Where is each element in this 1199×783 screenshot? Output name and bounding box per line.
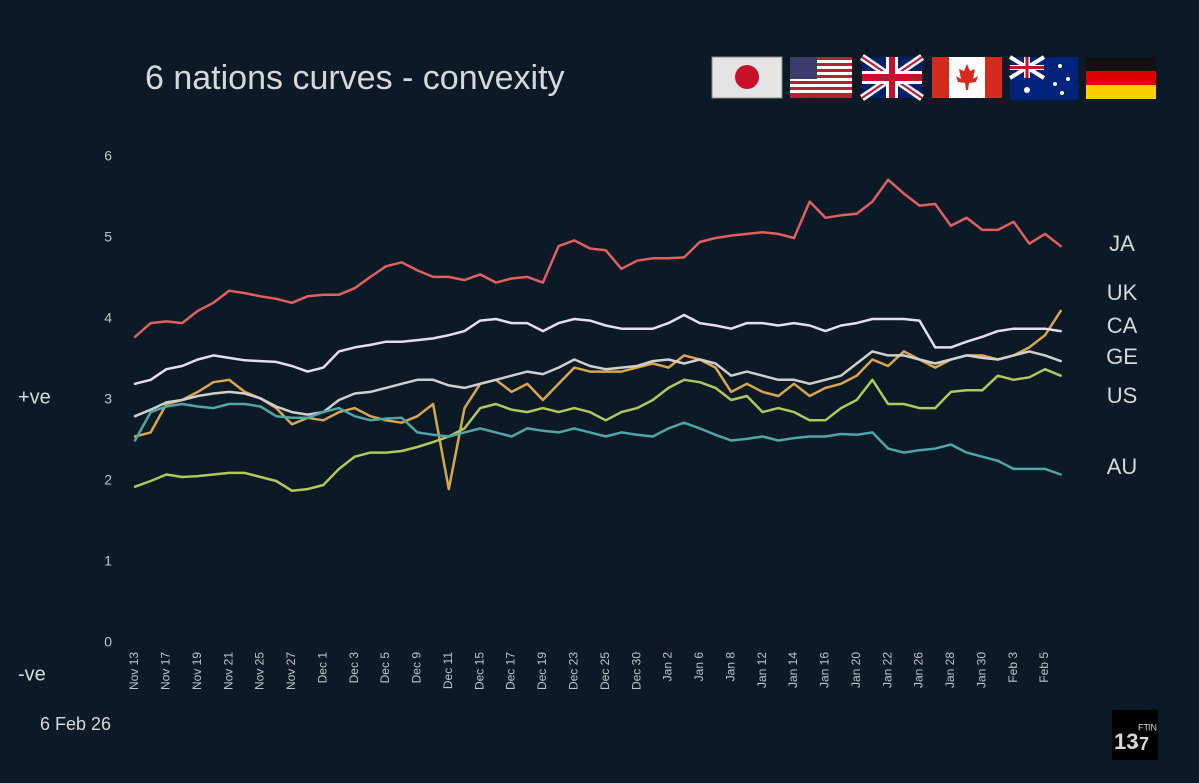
flags xyxy=(711,54,1156,101)
line xyxy=(133,350,1062,418)
legend-label: JA xyxy=(1109,231,1135,256)
legend-label: US xyxy=(1107,383,1138,408)
x-tick-label: Dec 11 xyxy=(441,652,455,689)
flag-canada-band xyxy=(985,57,1002,98)
legend-label: GE xyxy=(1106,344,1138,369)
line xyxy=(133,309,1062,491)
legend-label: CA xyxy=(1107,313,1138,338)
x-tick-label: Nov 17 xyxy=(159,652,173,690)
x-tick-label: Jan 28 xyxy=(943,652,957,688)
x-tick-label: Dec 15 xyxy=(472,652,486,690)
flag-uk-cross xyxy=(860,54,924,101)
logo-text: -7 xyxy=(1133,734,1149,754)
flag-germany xyxy=(1086,57,1156,71)
flag-germany xyxy=(1086,85,1156,99)
flag-usa-stripes xyxy=(790,60,852,93)
y-tick-label: 5 xyxy=(104,229,112,245)
x-tick-label: Jan 20 xyxy=(849,652,863,688)
flag-canada-band xyxy=(932,57,949,98)
x-tick-label: Jan 14 xyxy=(786,652,800,688)
x-tick-label: Nov 25 xyxy=(253,652,267,690)
x-tick-label: Dec 19 xyxy=(535,652,549,690)
logo-text: 13 xyxy=(1114,729,1138,754)
line xyxy=(133,313,1062,386)
x-tick-label: Jan 30 xyxy=(974,652,988,688)
line xyxy=(133,367,1062,492)
x-tick-label: Dec 25 xyxy=(598,652,612,690)
line xyxy=(133,178,1062,339)
y-tick-label: 0 xyxy=(104,634,112,650)
logo-text: IN xyxy=(1148,722,1157,732)
date-label: 6 Feb 26 xyxy=(40,714,111,734)
y-tick-label: 2 xyxy=(104,472,112,488)
annotation: +ve xyxy=(18,386,51,408)
flag-germany xyxy=(1086,71,1156,85)
flag-australia-jack xyxy=(1008,55,1070,95)
x-tick-label: Nov 21 xyxy=(221,652,235,690)
x-tick-label: Jan 12 xyxy=(755,652,769,688)
x-tick-label: Dec 23 xyxy=(566,652,580,690)
x-tick-label: Nov 27 xyxy=(284,652,298,690)
x-tick-label: Feb 3 xyxy=(1006,652,1020,683)
x-tick-label: Jan 16 xyxy=(818,652,832,688)
legend-label: UK xyxy=(1107,280,1138,305)
x-tick-label: Jan 6 xyxy=(692,652,706,682)
x-tick-label: Nov 13 xyxy=(127,652,141,690)
line xyxy=(133,402,1062,476)
x-tick-label: Dec 5 xyxy=(378,652,392,684)
x-tick-label: Nov 19 xyxy=(190,652,204,690)
y-tick-label: 3 xyxy=(104,391,112,407)
x-tick-label: Dec 3 xyxy=(347,652,361,684)
y-tick-label: 4 xyxy=(104,310,112,326)
x-tick-label: Dec 17 xyxy=(504,652,518,690)
x-tick-label: Dec 30 xyxy=(629,652,643,690)
legend-label: AU xyxy=(1107,454,1138,479)
flag-canada-leaf xyxy=(956,64,978,90)
flag-usa-canton xyxy=(790,57,817,79)
x-tick-label: Jan 26 xyxy=(912,652,926,688)
x-tick-label: Dec 1 xyxy=(315,652,329,684)
x-tick-label: Jan 8 xyxy=(723,652,737,682)
y-tick-label: 6 xyxy=(104,148,112,164)
flag-japan-sun xyxy=(735,65,759,89)
logo xyxy=(1112,710,1158,760)
x-tick-label: Feb 5 xyxy=(1037,652,1051,683)
annotation: -ve xyxy=(18,663,46,685)
chart-title: 6 nations curves - convexity xyxy=(145,59,565,97)
x-tick-label: Dec 9 xyxy=(410,652,424,684)
logo-text: FT xyxy=(1138,722,1149,732)
x-tick-label: Jan 22 xyxy=(880,652,894,688)
x-tick-label: Jan 2 xyxy=(661,652,675,682)
y-tick-label: 1 xyxy=(104,553,112,569)
